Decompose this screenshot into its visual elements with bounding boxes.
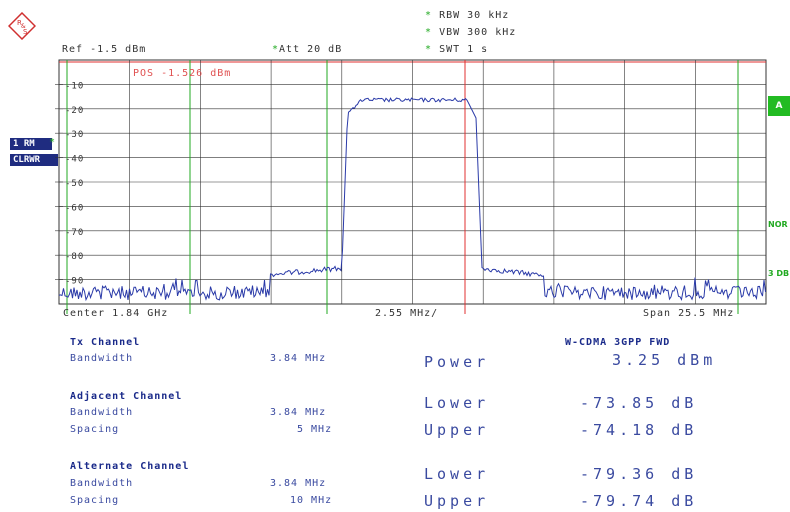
alternate-bandwidth-value: 3.84 MHz [270, 478, 327, 489]
tx-bandwidth-value: 3.84 MHz [270, 353, 327, 364]
alternate-upper-value: -79.74 dB [580, 492, 698, 510]
alternate-bandwidth-label: Bandwidth [70, 478, 134, 489]
adjacent-spacing-label: Spacing [70, 424, 120, 435]
pos-marker-readout: POS -1.526 dBm [133, 68, 232, 79]
vbw-setting: * VBW 300 kHz [425, 27, 516, 38]
trace-badge-line2: CLRWR [13, 155, 41, 165]
y-tick-label: -20 [65, 106, 84, 116]
spectrum-plot: -10 -20 -30 -40 -50 -60 -70 -80 -90 [55, 59, 767, 314]
nor-indicator: NOR [768, 220, 788, 229]
ref-level: Ref -1.5 dBm [62, 44, 147, 55]
a-indicator: A [768, 96, 790, 116]
spectrum-trace [58, 97, 766, 302]
trace-mode-badge[interactable]: 1 RM [10, 138, 52, 150]
adjacent-channel-title: Adjacent Channel [70, 391, 183, 402]
frequency-span: Span 25.5 MHz [643, 308, 735, 319]
adjacent-lower-value: -73.85 dB [580, 394, 698, 412]
swt-setting: * SWT 1 s [425, 44, 488, 55]
center-frequency: Center 1.84 GHz [63, 308, 169, 319]
alternate-lower-label: Lower [424, 465, 490, 483]
power-label: Power [424, 353, 490, 371]
y-ticks: -10 -20 -30 -40 -50 -60 -70 -80 -90 [55, 81, 84, 287]
alternate-lower-value: -79.36 dB [580, 465, 698, 483]
y-tick-label: -70 [65, 228, 84, 238]
trace-badge-line1: 1 RM [13, 139, 35, 149]
star-mark: * [425, 44, 433, 55]
adjacent-upper-label: Upper [424, 421, 490, 439]
standard-label: W-CDMA 3GPP FWD [565, 337, 671, 348]
adjacent-bandwidth-value: 3.84 MHz [270, 407, 327, 418]
trace-star: * [49, 137, 56, 148]
alternate-upper-label: Upper [424, 492, 490, 510]
y-tick-label: -50 [65, 179, 84, 189]
y-tick-label: -90 [65, 277, 84, 287]
trace-detector-badge[interactable]: CLRWR [10, 154, 58, 166]
three-db-indicator: 3 DB [768, 269, 790, 278]
plot-grid [58, 59, 767, 314]
tx-bandwidth-label: Bandwidth [70, 353, 134, 364]
rohde-schwarz-logo: R & S [7, 11, 37, 41]
alternate-spacing-label: Spacing [70, 495, 120, 506]
star-mark: * [425, 10, 433, 21]
attenuation-setting: *Att 20 dB [272, 44, 342, 55]
y-tick-label: -80 [65, 252, 84, 262]
frequency-per-division: 2.55 MHz/ [375, 308, 439, 319]
svg-text:&: & [21, 23, 26, 30]
alternate-channel-title: Alternate Channel [70, 461, 190, 472]
rbw-text: RBW 30 kHz [439, 10, 510, 21]
star-mark: * [272, 44, 280, 55]
vbw-text: VBW 300 kHz [439, 27, 517, 38]
adjacent-spacing-value: 5 MHz [297, 424, 333, 435]
y-tick-label: -10 [65, 81, 84, 91]
adjacent-lower-label: Lower [424, 394, 490, 412]
tx-channel-title: Tx Channel [70, 337, 141, 348]
y-tick-label: -30 [65, 130, 84, 140]
adjacent-bandwidth-label: Bandwidth [70, 407, 134, 418]
swt-text: SWT 1 s [439, 44, 489, 55]
y-tick-label: -60 [65, 203, 84, 213]
star-mark: * [425, 27, 433, 38]
adjacent-upper-value: -74.18 dB [580, 421, 698, 439]
y-tick-label: -40 [65, 155, 84, 165]
rbw-setting: * RBW 30 kHz [425, 10, 509, 21]
power-value: 3.25 dBm [612, 351, 717, 369]
alternate-spacing-value: 10 MHz [290, 495, 333, 506]
svg-text:R: R [17, 19, 22, 27]
svg-text:S: S [23, 28, 28, 36]
att-text: Att 20 dB [279, 44, 343, 55]
